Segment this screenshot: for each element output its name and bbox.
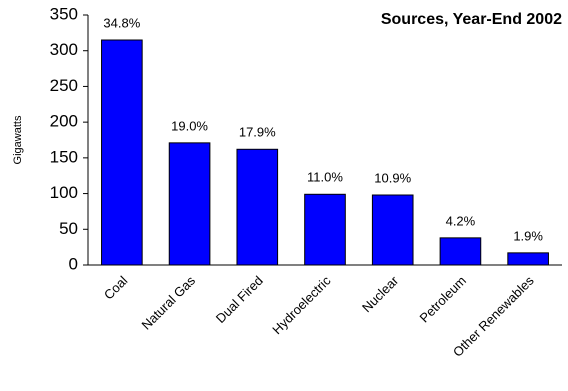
y-tick-label: 50	[59, 219, 78, 238]
bar	[101, 39, 143, 266]
y-tick-label: 150	[50, 147, 78, 166]
percent-label: 34.8%	[103, 15, 140, 30]
y-tick-label: 0	[69, 254, 78, 273]
chart-title: Sources, Year-End 2002	[381, 11, 562, 28]
x-tick-label: Hydroelectric	[269, 273, 334, 338]
y-tick-label: 350	[50, 4, 78, 23]
y-tick-label: 200	[50, 112, 78, 131]
bar	[371, 194, 414, 266]
y-tick-label: 100	[50, 183, 78, 202]
bar	[168, 142, 211, 266]
percent-label: 11.0%	[307, 170, 343, 185]
percent-label: 4.2%	[446, 213, 476, 228]
y-tick-label: 250	[50, 76, 78, 95]
x-tick-label: Natural Gas	[138, 273, 198, 333]
percent-label: 17.9%	[239, 125, 276, 140]
bar	[507, 252, 549, 266]
percent-label: 1.9%	[513, 228, 543, 243]
y-axis-label: Gigawatts	[12, 115, 24, 164]
bar	[236, 148, 279, 266]
x-tick-label: Coal	[101, 273, 131, 303]
percent-label: 19.0%	[171, 118, 208, 133]
bar	[304, 193, 346, 266]
x-tick-label: Petroleum	[416, 273, 469, 326]
x-tick-label: Nuclear	[359, 272, 402, 315]
y-tick-label: 300	[50, 40, 78, 59]
x-tick-label: Dual Fired	[213, 273, 266, 326]
percent-label: 10.9%	[374, 170, 411, 185]
bar	[439, 237, 482, 266]
